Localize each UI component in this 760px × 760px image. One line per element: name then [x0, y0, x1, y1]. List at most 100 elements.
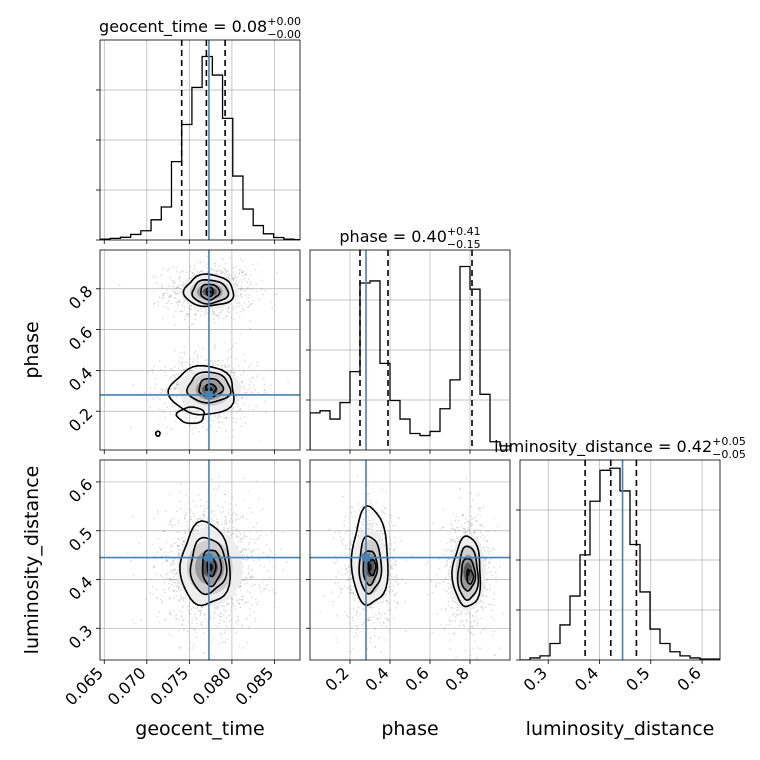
joint-phase-luminosity_distance-sample — [382, 511, 385, 514]
joint-geocent_time-luminosity_distance-sample — [177, 522, 180, 524]
joint-geocent_time-luminosity_distance-sample — [184, 531, 187, 534]
joint-geocent_time-phase-sample — [228, 306, 230, 309]
joint-phase-luminosity_distance-sample — [389, 585, 391, 588]
joint-phase-luminosity_distance-sample — [361, 523, 364, 525]
joint-geocent_time-phase-sample — [248, 408, 251, 411]
joint-geocent_time-luminosity_distance-sample — [179, 647, 181, 649]
joint-geocent_time-phase-sample — [175, 373, 177, 376]
joint-phase-luminosity_distance-sample — [344, 516, 347, 518]
joint-geocent_time-luminosity_distance-sample — [242, 579, 244, 582]
joint-geocent_time-luminosity_distance-sample — [228, 527, 230, 530]
joint-geocent_time-luminosity_distance-sample — [179, 490, 182, 493]
joint-geocent_time-phase-sample — [197, 261, 200, 264]
joint-phase-luminosity_distance-sample — [356, 597, 359, 599]
joint-phase-luminosity_distance-sample — [487, 604, 490, 606]
title-geocent_time-value: geocent_time = 0.08 — [99, 17, 267, 37]
joint-phase-luminosity_distance-sample — [390, 520, 393, 523]
joint-geocent_time-phase-sample — [209, 269, 212, 272]
joint-phase-luminosity_distance-sample — [485, 558, 488, 560]
joint-geocent_time-phase-sample — [224, 366, 227, 369]
joint-geocent_time-luminosity_distance-sample — [200, 624, 203, 626]
joint-geocent_time-luminosity_distance-sample — [252, 526, 255, 528]
joint-phase-luminosity_distance-sample — [485, 588, 488, 590]
joint-geocent_time-phase-sample — [192, 272, 195, 275]
joint-geocent_time-phase-sample — [242, 274, 244, 277]
joint-geocent_time-phase-sample — [257, 391, 260, 394]
joint-geocent_time-phase-sample — [185, 313, 188, 316]
joint-geocent_time-phase-sample — [247, 286, 249, 289]
joint-phase-luminosity_distance-sample — [390, 567, 392, 570]
joint-geocent_time-phase-sample — [179, 272, 181, 274]
joint-geocent_time-phase-sample — [156, 301, 159, 303]
joint-geocent_time-luminosity_distance-sample — [230, 606, 233, 609]
joint-phase-luminosity_distance-sample — [491, 634, 494, 637]
joint-geocent_time-phase-sample — [175, 420, 177, 422]
joint-geocent_time-luminosity_distance-sample — [166, 559, 168, 562]
joint-phase-luminosity_distance-sample — [476, 520, 479, 522]
joint-geocent_time-phase-sample — [248, 383, 251, 386]
joint-phase-luminosity_distance-sample — [397, 601, 399, 603]
joint-geocent_time-luminosity_distance-sample — [219, 615, 222, 618]
joint-geocent_time-luminosity_distance-sample — [138, 542, 141, 544]
joint-geocent_time-luminosity_distance-sample — [248, 548, 250, 551]
joint-geocent_time-luminosity_distance-sample — [172, 589, 174, 592]
joint-geocent_time-luminosity_distance-sample — [249, 576, 252, 578]
joint-geocent_time-luminosity_distance-sample — [245, 577, 247, 580]
joint-geocent_time-luminosity_distance-sample — [249, 576, 252, 578]
joint-geocent_time-luminosity_distance-sample — [235, 504, 237, 506]
joint-phase-luminosity_distance-sample — [451, 525, 454, 527]
joint-phase-luminosity_distance-sample — [438, 558, 440, 560]
joint-geocent_time-phase-sample — [192, 271, 194, 274]
joint-geocent_time-luminosity_distance-sample — [265, 534, 267, 536]
joint-phase-luminosity_distance-sample — [489, 584, 491, 586]
joint-geocent_time-luminosity_distance-sample — [258, 584, 260, 586]
joint-geocent_time-luminosity_distance-sample — [264, 587, 267, 590]
joint-geocent_time-phase-sample — [190, 308, 193, 311]
joint-geocent_time-luminosity_distance-sample — [241, 624, 244, 627]
joint-geocent_time-luminosity_distance-sample — [230, 598, 233, 600]
joint-geocent_time-luminosity_distance-sample — [172, 596, 175, 599]
joint-geocent_time-phase-sample — [248, 294, 250, 296]
joint-geocent_time-luminosity_distance-sample — [253, 549, 256, 552]
joint-phase-luminosity_distance-sample — [482, 506, 485, 509]
joint-geocent_time-luminosity_distance-sample — [180, 482, 182, 485]
joint-phase-luminosity_distance-sample — [374, 514, 376, 516]
joint-geocent_time-phase-sample — [218, 317, 220, 319]
joint-phase-luminosity_distance-sample — [454, 519, 456, 522]
joint-geocent_time-phase-sample — [213, 262, 216, 265]
joint-geocent_time-luminosity_distance-sample — [181, 623, 183, 626]
joint-phase-luminosity_distance-sample — [493, 592, 496, 595]
joint-phase-luminosity_distance-sample — [356, 634, 359, 636]
joint-phase-luminosity_distance-sample — [446, 561, 448, 563]
joint-phase-luminosity_distance-sample — [366, 627, 369, 630]
joint-phase-luminosity_distance-sample — [394, 593, 396, 596]
joint-geocent_time-luminosity_distance-sample — [241, 554, 244, 557]
joint-geocent_time-luminosity_distance-sample — [173, 569, 175, 571]
joint-phase-luminosity_distance-sample — [444, 609, 447, 611]
joint-geocent_time-phase-sample — [245, 273, 247, 276]
joint-geocent_time-phase-sample — [249, 320, 251, 323]
joint-geocent_time-phase-sample — [176, 300, 178, 303]
joint-geocent_time-luminosity_distance-sample — [231, 521, 234, 524]
joint-geocent_time-luminosity_distance-sample — [151, 543, 153, 546]
title-luminosity_distance-lower: −0.05 — [712, 448, 746, 461]
joint-phase-luminosity_distance-sample — [446, 590, 448, 593]
joint-geocent_time-luminosity_distance-sample — [184, 597, 186, 599]
joint-geocent_time-luminosity_distance-sample — [188, 526, 190, 529]
joint-geocent_time-phase-sample — [219, 416, 222, 418]
joint-phase-luminosity_distance-sample — [356, 475, 359, 477]
joint-phase-luminosity_distance-sample — [392, 588, 395, 591]
joint-phase-luminosity_distance-sample — [363, 519, 365, 521]
joint-phase-luminosity_distance-sample — [340, 588, 343, 591]
joint-phase-luminosity_distance-sample — [441, 526, 444, 529]
joint-geocent_time-phase-sample — [177, 380, 179, 383]
joint-geocent_time-phase-sample — [212, 318, 215, 320]
joint-geocent_time-phase-sample — [227, 349, 229, 352]
joint-phase-luminosity_distance-sample — [374, 645, 377, 648]
joint-phase-luminosity_distance-sample — [393, 541, 396, 544]
joint-phase-luminosity_distance-sample — [477, 493, 480, 495]
joint-geocent_time-luminosity_distance-sample — [235, 533, 237, 536]
joint-geocent_time-luminosity_distance-sample — [248, 541, 251, 544]
joint-geocent_time-phase-sample — [171, 374, 174, 377]
joint-geocent_time-phase-sample — [170, 428, 173, 430]
